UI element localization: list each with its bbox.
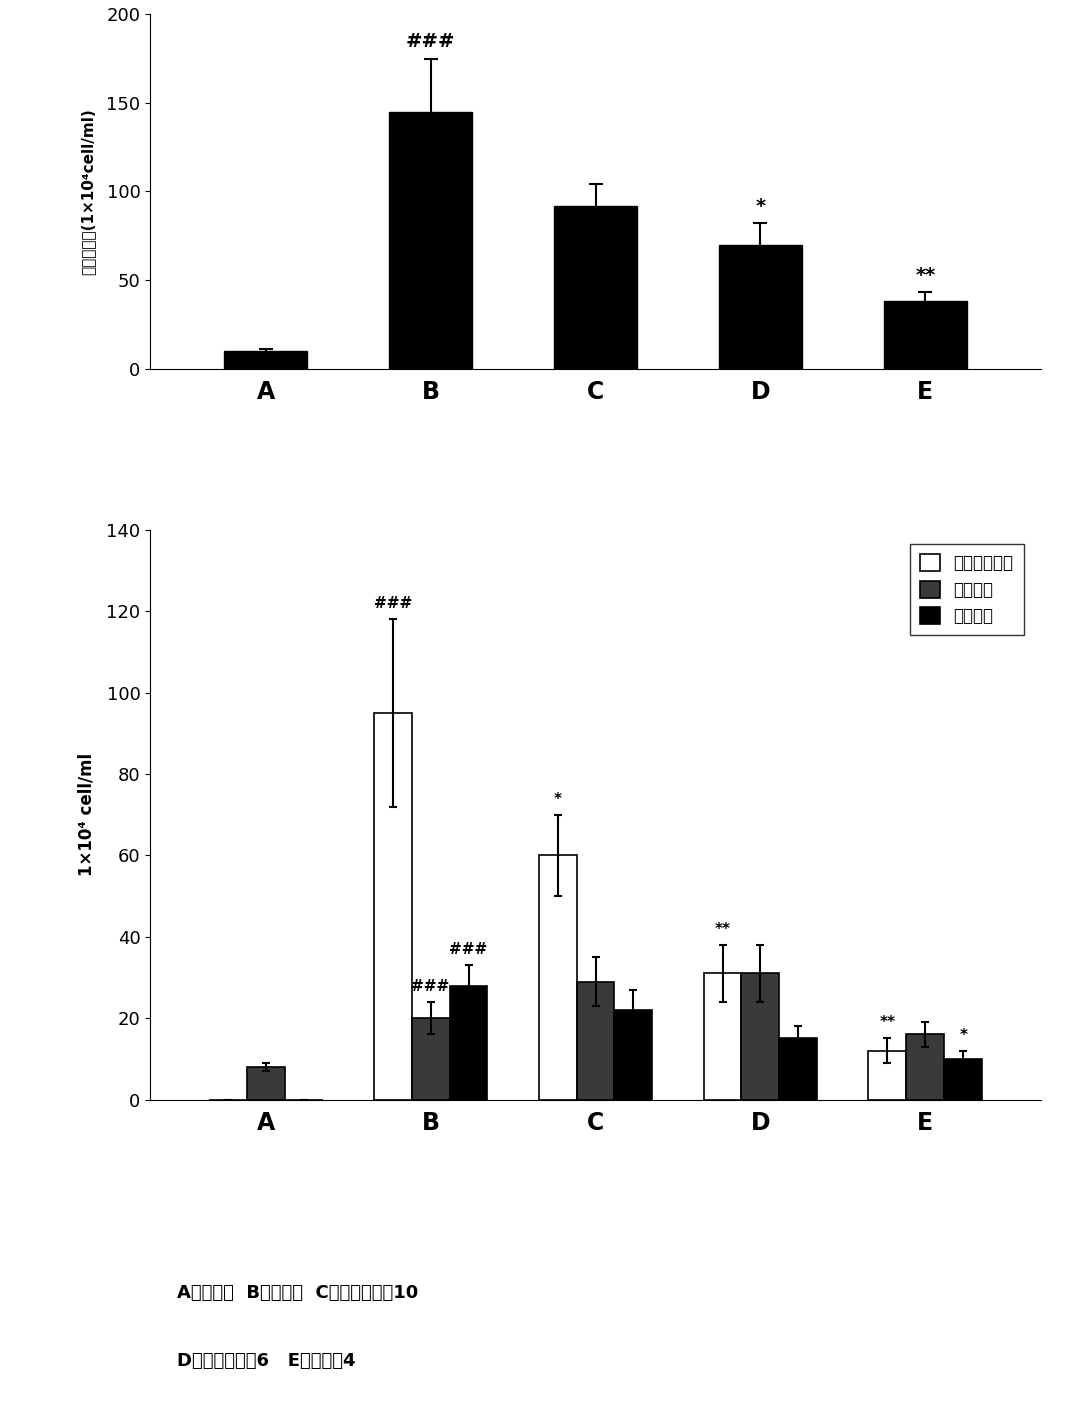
Bar <box>450 986 487 1099</box>
Text: **: ** <box>880 1016 896 1030</box>
Text: ###: ### <box>450 942 487 958</box>
Legend: 嗜酸性粒细胞, 淡巴细胞, 巨噬细胞: 嗜酸性粒细胞, 淡巴细胞, 巨噬细胞 <box>910 544 1024 635</box>
Bar <box>555 205 636 368</box>
Bar <box>576 982 615 1099</box>
Bar <box>719 244 802 368</box>
Bar <box>944 1059 982 1099</box>
Text: A：对照组  B：模型组  C：对照实施例10: A：对照组 B：模型组 C：对照实施例10 <box>177 1284 418 1301</box>
Text: ###: ### <box>373 596 412 611</box>
Bar <box>247 1067 284 1099</box>
Text: ###: ### <box>406 33 455 51</box>
Bar <box>704 973 741 1099</box>
Bar <box>907 1035 944 1099</box>
Bar <box>389 111 472 368</box>
Bar <box>779 1039 818 1099</box>
Bar <box>224 351 307 368</box>
Bar <box>884 301 967 368</box>
Y-axis label: 1×10⁴ cell/ml: 1×10⁴ cell/ml <box>77 753 95 876</box>
Text: D：对照实施例6   E：实施例4: D：对照实施例6 E：实施例4 <box>177 1351 355 1370</box>
Text: ###: ### <box>411 979 450 993</box>
Text: *: * <box>554 792 561 806</box>
Bar <box>539 855 576 1099</box>
Bar <box>412 1017 450 1099</box>
Text: *: * <box>959 1027 967 1043</box>
Bar <box>868 1050 907 1099</box>
Y-axis label: 白细胞总数(1×10⁴cell/ml): 白细胞总数(1×10⁴cell/ml) <box>80 108 95 275</box>
Text: **: ** <box>915 267 936 285</box>
Text: **: ** <box>715 922 731 936</box>
Bar <box>615 1010 652 1099</box>
Bar <box>741 973 779 1099</box>
Bar <box>373 714 412 1099</box>
Text: *: * <box>755 197 765 217</box>
